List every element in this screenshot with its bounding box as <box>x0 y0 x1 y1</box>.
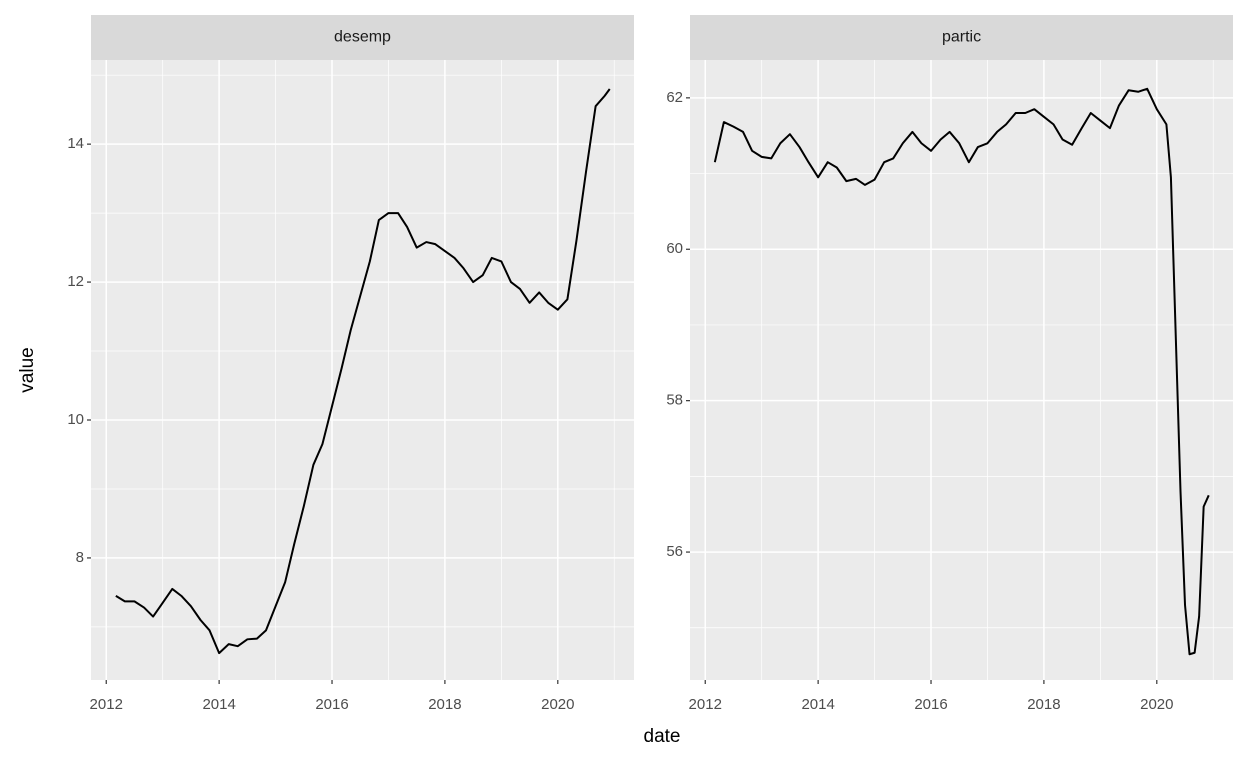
y-tick-label: 12 <box>67 273 84 290</box>
x-axis-label: date <box>644 726 681 747</box>
line <box>713 87 1210 656</box>
x-tick-label: 2020 <box>1140 696 1173 713</box>
y-tick-label: 56 <box>666 543 683 560</box>
x-tick-label: 2018 <box>428 696 461 713</box>
panel-background <box>91 60 634 680</box>
x-tick-label: 2016 <box>914 696 947 713</box>
x-tick-label: 2014 <box>801 696 834 713</box>
y-tick-label: 58 <box>666 392 683 409</box>
panel-background <box>690 60 1233 680</box>
x-tick-label: 2018 <box>1027 696 1060 713</box>
strip <box>690 15 1233 60</box>
x-tick-label: 2016 <box>315 696 348 713</box>
line <box>115 88 611 655</box>
y-tick-label: 8 <box>76 549 84 566</box>
y-tick-label: 10 <box>67 411 84 428</box>
x-tick-label: 2012 <box>90 696 123 713</box>
strip <box>91 15 634 60</box>
y-tick-label: 62 <box>666 89 683 106</box>
panel-title: partic <box>942 29 981 46</box>
x-tick-label: 2020 <box>541 696 574 713</box>
y-tick-label: 14 <box>67 135 84 152</box>
x-tick-label: 2012 <box>689 696 722 713</box>
y-tick-label: 60 <box>666 240 683 257</box>
y-axis-label: value <box>17 347 38 392</box>
panel-title: desemp <box>334 29 391 46</box>
x-tick-label: 2014 <box>202 696 235 713</box>
